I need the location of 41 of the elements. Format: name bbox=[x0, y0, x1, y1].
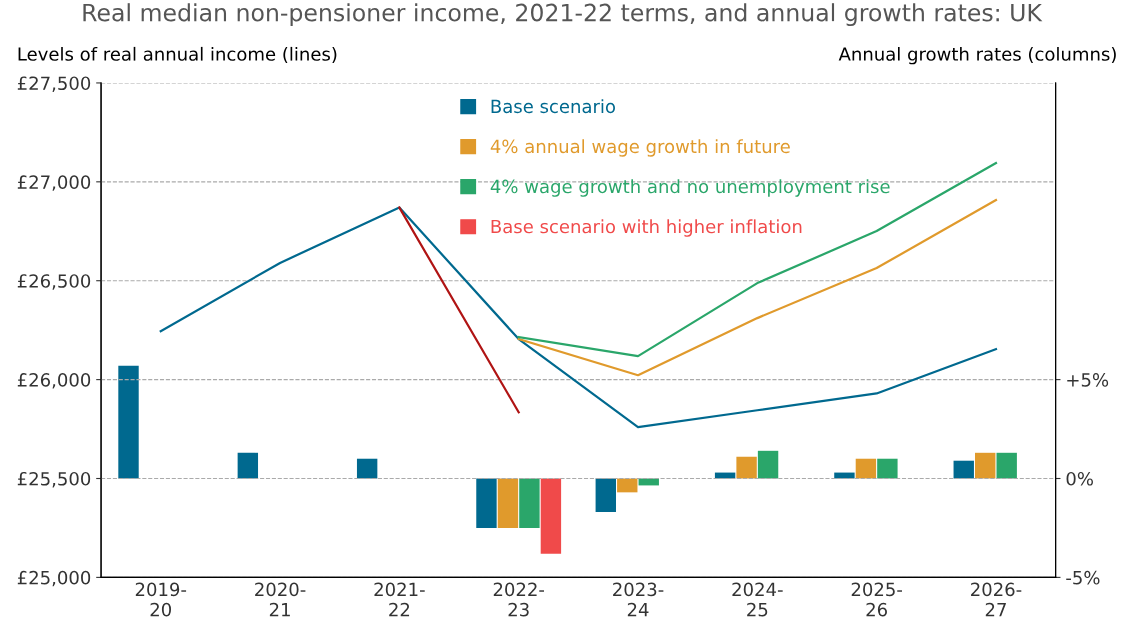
bar bbox=[118, 365, 139, 479]
bar bbox=[595, 478, 616, 513]
legend-label: 4% wage growth and no unemployment rise bbox=[490, 179, 890, 197]
y2-tick-label: -5% bbox=[1066, 570, 1100, 585]
y-tick-label: £27,000 bbox=[17, 175, 91, 191]
x-tick-label: 2020- 21 bbox=[255, 582, 306, 617]
bar bbox=[877, 458, 898, 479]
y-tick-label: £26,000 bbox=[17, 373, 91, 389]
x-tick-label: 2024- 25 bbox=[732, 582, 783, 617]
x-tick-label: 2019- 20 bbox=[135, 582, 187, 617]
x-tick-label: 2026- 27 bbox=[971, 582, 1022, 617]
y2-tick-label: +5% bbox=[1067, 373, 1109, 387]
bar bbox=[953, 460, 974, 479]
y-axis-title: Levels of real annual income (lines) bbox=[18, 46, 337, 63]
line-series bbox=[159, 206, 998, 429]
x-tick-label: 2021- 22 bbox=[374, 582, 425, 617]
bar bbox=[519, 478, 540, 528]
bar bbox=[996, 452, 1017, 479]
chart-title: Real median non-pensioner income, 2021-22 terms, and annual growth rates: UK bbox=[83, 3, 1043, 27]
y2-tick-label: 0% bbox=[1066, 471, 1093, 486]
bar bbox=[237, 452, 259, 479]
bar bbox=[497, 478, 519, 528]
y-tick-label: £27,500 bbox=[17, 76, 91, 92]
bar bbox=[855, 458, 877, 479]
bar bbox=[757, 450, 779, 479]
bar bbox=[617, 478, 638, 493]
bar bbox=[736, 456, 757, 479]
legend-label: Base scenario with higher inflation bbox=[491, 219, 802, 237]
bar bbox=[476, 478, 497, 528]
x-tick-label: 2022- 23 bbox=[493, 582, 545, 617]
y2-axis-title: Annual growth rates (columns) bbox=[838, 46, 1116, 65]
x-tick-label: 2023- 24 bbox=[613, 582, 664, 617]
y-tick-label: £25,000 bbox=[17, 570, 91, 587]
bar bbox=[540, 478, 562, 554]
y-tick-label: £25,500 bbox=[17, 471, 91, 488]
y-tick-label: £26,500 bbox=[17, 274, 91, 290]
bar bbox=[356, 458, 378, 479]
bar bbox=[975, 452, 996, 479]
legend-label: Base scenario bbox=[491, 99, 615, 114]
x-tick-label: 2025- 26 bbox=[851, 582, 902, 617]
legend-label: 4% annual wage growth in future bbox=[490, 139, 790, 157]
